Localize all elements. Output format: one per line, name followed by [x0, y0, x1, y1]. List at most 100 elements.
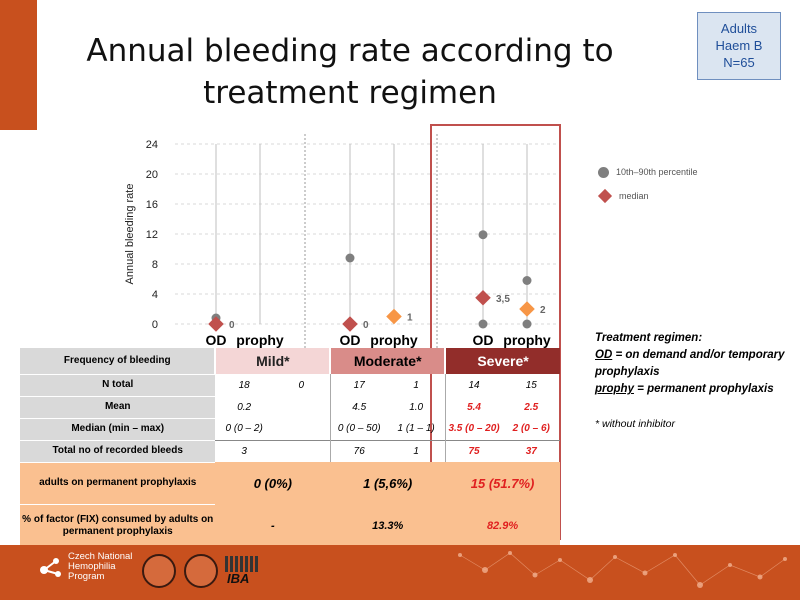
population-line-1: Adults [720, 21, 758, 36]
table-cell: 13.3% [330, 504, 446, 548]
median-data-label: 1 [407, 313, 413, 324]
table-cell: 0 [298, 379, 305, 391]
median-data-label: 0 [363, 320, 369, 331]
legend-median-label: median [619, 191, 649, 201]
percentile-point [522, 276, 532, 285]
row-label: Median (min – max) [20, 418, 216, 441]
prophy-definition: = permanent prophylaxis [633, 383, 774, 395]
population-line-2: Haem B [715, 38, 763, 53]
footer-bar [0, 545, 800, 600]
bleeding-frequency-table: Frequency of bleeding Mild* Moderate* Se… [20, 348, 560, 549]
median-point [519, 301, 535, 317]
legend-item-percentile: 10th–90th percentile [598, 160, 698, 184]
x-category-label: OD [206, 332, 227, 348]
row-label: adults on permanent prophylaxis [20, 462, 216, 505]
x-category-label: OD [340, 332, 361, 348]
table-cell: 75 [444, 439, 503, 462]
row-label: Mean [20, 396, 216, 419]
group-header-severe: Severe* [444, 348, 560, 374]
legend-percentile-label: 10th–90th percentile [616, 167, 698, 177]
median-data-label: 0 [229, 320, 235, 331]
table-cell [273, 396, 330, 418]
table-cell: 3.5 (0 – 20) [444, 418, 503, 440]
table-cell: 0 (0 – 50) [329, 418, 388, 440]
median-marker-icon [597, 188, 613, 204]
y-axis-label: Annual bleeding rate [124, 184, 136, 285]
decorative-dot-network [458, 551, 787, 588]
y-tick-label: 24 [146, 139, 158, 151]
table-cell: 5.4 [444, 396, 503, 418]
table-cell: 15 (51.7%) [445, 462, 560, 504]
prophy-abbreviation: prophy [595, 383, 634, 395]
table-cell: 82.9% [445, 504, 560, 548]
table-cell [273, 418, 330, 440]
table-header-label: Frequency of bleeding [20, 348, 216, 375]
table-cell: 15 [525, 379, 537, 391]
table-cell: 1.0 [409, 401, 424, 413]
cnhp-logo: Czech National Hemophilia Program [38, 552, 132, 582]
chart-legend: 10th–90th percentile median [597, 160, 698, 208]
table-row: % of factor (FIX) consumed by adults on … [20, 504, 560, 549]
table-cell: 1 (5,6%) [330, 462, 446, 504]
percentile-point [478, 319, 488, 329]
faculty-seal-icon [184, 554, 218, 588]
od-definition: = on demand and/or temporary prophylaxis [595, 349, 785, 378]
corner-accent-bar [0, 0, 37, 130]
table-cell: 14 [444, 374, 503, 396]
table-cell: 3 [215, 439, 273, 462]
median-point [475, 289, 491, 306]
x-category-label: prophy [370, 332, 418, 348]
table-cell: 0 (0%) [215, 462, 331, 504]
row-label: % of factor (FIX) consumed by adults on … [20, 504, 216, 549]
percentile-point [478, 230, 488, 240]
table-cell: 1 [413, 379, 419, 391]
molecule-icon [40, 558, 61, 577]
percentile-point [345, 253, 355, 263]
y-tick-label: 0 [152, 319, 158, 331]
table-cell: 2 (0 – 6) [512, 423, 550, 435]
table-cell: 18 [238, 379, 250, 391]
group-header-moderate: Moderate* [329, 348, 446, 374]
percentile-point [522, 319, 532, 329]
university-seal-icon [142, 554, 176, 588]
table-cell: 4.5 [329, 396, 388, 418]
table-row: N total 18 0 17 1 14 15 [20, 374, 560, 397]
table-cell: 1 [387, 439, 446, 462]
table-row: Median (min – max) 0 (0 – 2) 0 (0 – 50) … [20, 418, 560, 441]
y-tick-label: 8 [152, 259, 158, 271]
iba-stripes-icon [225, 556, 259, 572]
table-cell: 1 (1 – 1) [397, 423, 435, 435]
legend-item-median: median [597, 184, 698, 208]
x-category-label: prophy [503, 332, 551, 348]
table-cell: 0.2 [237, 401, 252, 413]
table-cell: 17 [329, 374, 388, 396]
population-line-3: N=65 [723, 55, 755, 70]
notes-heading: Treatment regimen: [595, 332, 703, 344]
table-cell: - [215, 504, 331, 548]
y-tick-label: 20 [146, 169, 158, 181]
table-cell: 76 [329, 439, 388, 462]
notes-od-line: OD = on demand and/or temporary prophyla… [595, 347, 800, 381]
slide-title: Annual bleeding rate according to treatm… [86, 33, 614, 111]
program-line-2: Hemophilia [68, 561, 116, 572]
x-category-label: prophy [236, 332, 284, 348]
program-line-3: Program [68, 571, 105, 582]
table-cell: 0 (0 – 2) [225, 423, 263, 435]
group-header-mild: Mild* [214, 348, 331, 374]
y-tick-label: 4 [152, 289, 158, 301]
table-row: Frequency of bleeding Mild* Moderate* Se… [20, 348, 560, 375]
median-data-label: 2 [540, 305, 546, 316]
table-row: Mean 0.2 4.5 1.0 5.4 2.5 [20, 396, 560, 419]
treatment-regimen-notes: Treatment regimen: OD = on demand and/or… [595, 330, 800, 398]
x-category-label: OD [473, 332, 494, 348]
y-tick-label: 16 [146, 199, 158, 211]
median-data-label: 3,5 [496, 294, 510, 305]
inhibitor-footnote: * without inhibitor [595, 418, 675, 430]
od-abbreviation: OD [595, 349, 613, 361]
program-line-1: Czech National [68, 551, 133, 562]
median-point [386, 308, 402, 325]
table-cell: 2.5 [524, 401, 539, 413]
table-row: Total no of recorded bleeds 3 76 1 75 37 [20, 439, 560, 463]
iba-logo: IBA [225, 556, 259, 586]
